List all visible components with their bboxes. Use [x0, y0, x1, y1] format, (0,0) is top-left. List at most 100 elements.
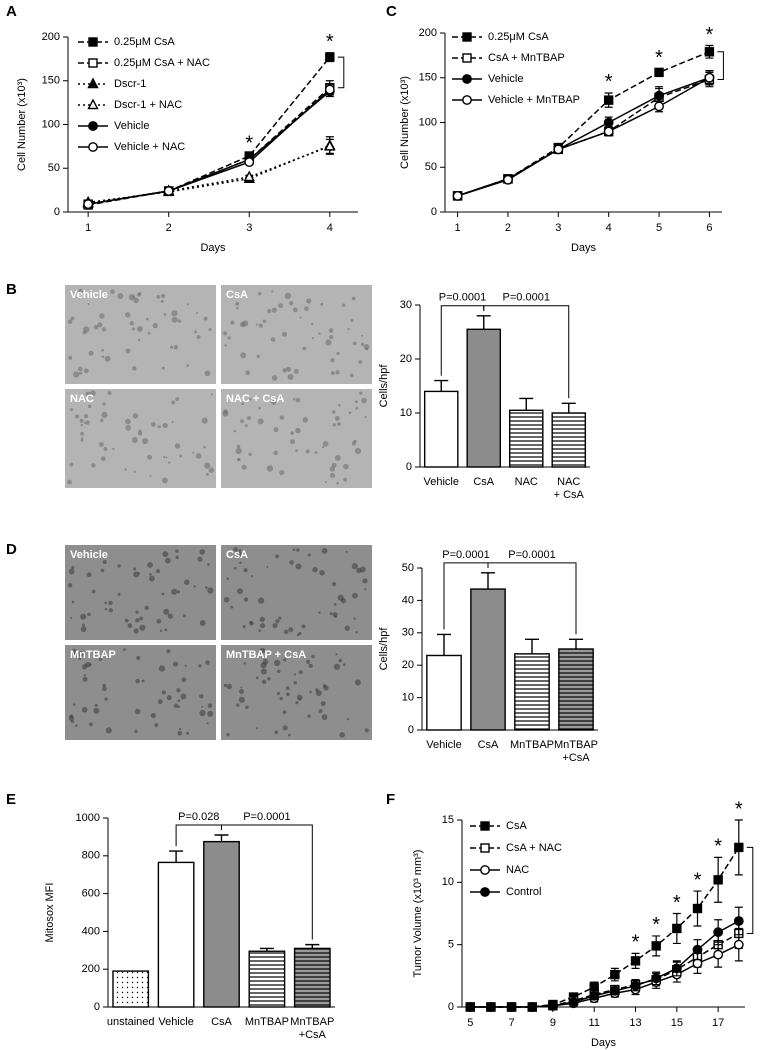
p-value: P=0.0001 — [442, 549, 489, 561]
cell-speck — [161, 477, 168, 484]
error-bar — [214, 834, 229, 842]
cell-speck — [169, 345, 174, 349]
cell-speck — [340, 598, 347, 604]
x-tick-label: CsA — [478, 739, 499, 751]
cell-speck — [104, 601, 108, 605]
cell-speck — [354, 400, 358, 404]
cell-speck — [156, 618, 162, 624]
cell-speck — [255, 676, 259, 680]
cell-speck — [350, 318, 354, 322]
cell-speck — [279, 415, 285, 420]
cell-speck — [343, 477, 348, 482]
x-axis-label: Days — [200, 242, 226, 254]
p-value: P=0.0001 — [508, 549, 555, 561]
cell-speck — [86, 572, 92, 578]
cell-speck — [259, 622, 266, 629]
cell-speck — [281, 331, 287, 337]
cell-speck — [248, 452, 252, 456]
marker — [704, 72, 715, 83]
cell-speck — [338, 658, 342, 663]
marker — [243, 170, 255, 182]
cell-speck — [258, 406, 262, 410]
cell-speck — [182, 614, 186, 618]
cell-speck — [287, 374, 294, 380]
image-label: Vehicle — [70, 289, 108, 301]
series-line — [457, 51, 710, 197]
cell-speck — [273, 659, 281, 667]
series-line — [88, 88, 331, 205]
marker — [672, 923, 682, 934]
y-axis-label: Mitosox MFI — [44, 883, 56, 943]
x-tick-label: Vehicle — [424, 476, 459, 488]
cell-speck — [68, 715, 74, 721]
cell-speck — [137, 326, 143, 332]
legend-label: Control — [506, 886, 541, 898]
cell-speck — [156, 294, 161, 299]
cell-speck — [137, 293, 141, 297]
marker — [87, 98, 99, 110]
cell-speck — [223, 683, 228, 688]
cell-speck — [199, 549, 206, 555]
cell-speck — [332, 423, 336, 427]
cell-speck — [356, 567, 362, 574]
image-label: NAC — [70, 393, 94, 405]
marker — [692, 944, 703, 955]
x-tick-label: 17 — [712, 1017, 724, 1029]
cell-speck — [262, 659, 269, 665]
cell-speck — [94, 703, 98, 708]
cell-speck — [83, 673, 87, 677]
cell-speck — [244, 424, 248, 428]
cell-speck — [249, 621, 254, 626]
cell-speck — [93, 324, 99, 330]
cell-speck — [139, 624, 146, 631]
cell-speck — [165, 456, 168, 459]
marker — [733, 939, 744, 950]
cell-speck — [124, 468, 127, 471]
x-tick-label: unstained — [107, 1016, 155, 1028]
cell-speck — [351, 441, 357, 446]
cell-speck — [293, 680, 297, 685]
y-tick-label: 50 — [425, 161, 437, 173]
cell-speck — [318, 709, 323, 713]
cell-speck — [304, 306, 309, 311]
cell-speck — [174, 443, 181, 449]
cell-speck — [298, 631, 302, 636]
x-tick-label: 2 — [505, 222, 511, 234]
x-tick-label: 13 — [629, 1017, 641, 1029]
cell-speck — [68, 355, 73, 360]
cell-speck — [81, 436, 84, 440]
cell-speck — [135, 618, 140, 623]
cell-speck — [88, 350, 94, 356]
cell-speck — [67, 583, 73, 588]
marker — [324, 139, 336, 151]
cell-speck — [77, 651, 84, 658]
x-tick-label: 6 — [706, 222, 712, 234]
cell-speck — [243, 661, 247, 665]
cell-speck — [141, 679, 145, 683]
cell-speck — [241, 464, 247, 470]
cell-speck — [81, 706, 88, 713]
cell-speck — [251, 575, 254, 578]
cell-speck — [164, 557, 171, 564]
cell-speck — [67, 479, 72, 485]
cell-speck — [156, 569, 160, 574]
cell-speck — [296, 694, 303, 701]
cell-speck — [152, 322, 158, 329]
cell-speck — [351, 563, 358, 570]
significance-star: * — [655, 47, 663, 69]
cell-speck — [354, 679, 361, 686]
x-tick-label: 2 — [166, 222, 172, 234]
cell-speck — [110, 289, 115, 295]
bar — [514, 653, 550, 731]
cell-speck — [359, 391, 363, 395]
marker — [654, 101, 664, 112]
cell-speck — [311, 654, 315, 659]
cell-speck — [199, 709, 206, 717]
cell-speck — [256, 354, 260, 359]
cell-speck — [349, 373, 354, 378]
significance-star: * — [714, 836, 722, 858]
cell-speck — [117, 293, 124, 299]
cell-speck — [295, 427, 301, 434]
y-tick-label: 0 — [94, 1001, 100, 1013]
cell-speck — [235, 447, 242, 455]
